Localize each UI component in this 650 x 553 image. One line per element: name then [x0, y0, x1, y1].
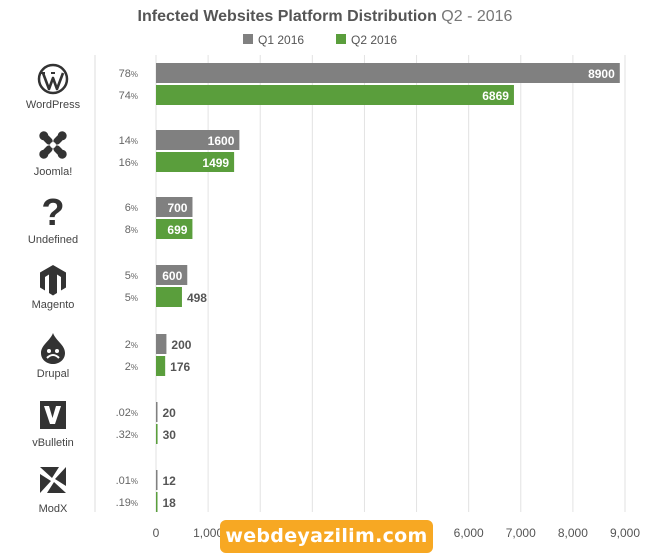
x-tick-label: 7,000: [506, 526, 536, 540]
x-tick-label: 8,000: [558, 526, 588, 540]
legend-swatch-q2: [336, 34, 346, 44]
platform-label-joomla: Joomla!: [34, 166, 73, 178]
bar-drupal-q2: [156, 356, 166, 376]
bar-drupal-q1: [156, 334, 167, 354]
x-tick-label: 1,000: [193, 526, 223, 540]
platform-label-wordpress: WordPress: [26, 99, 81, 111]
platform-label-modx: ModX: [39, 503, 68, 515]
data-label: 498: [187, 291, 207, 305]
bar-modx-q2: [156, 492, 158, 512]
data-label: 30: [163, 428, 177, 442]
chart-title-suffix: Q2 - 2016: [441, 8, 512, 25]
data-label: 1600: [208, 134, 235, 148]
svg-text:?: ?: [41, 192, 64, 234]
modx-icon: [40, 467, 66, 493]
percent-label: 8%: [125, 224, 138, 236]
bars: 8900 78% 6869 74% 1600 14% 1499 16% 700 6% 699 8% 60…: [116, 63, 620, 512]
platform-label-magento: Magento: [32, 299, 75, 311]
bar-magento-q1: [156, 265, 188, 285]
platform-label-undefined: Undefined: [28, 234, 78, 246]
percent-label: 2%: [125, 361, 138, 373]
bar-wordpress-q1: [156, 63, 620, 83]
bar-joomla-q1: [156, 130, 240, 150]
percent-label: 74%: [119, 90, 138, 102]
platform-icons: ?: [37, 63, 69, 493]
legend: Q1 2016 Q2 2016: [243, 33, 397, 47]
data-label: 200: [171, 338, 191, 352]
watermark-badge: webdeyazilim.com: [220, 520, 433, 553]
bar-undefined-q2: [156, 219, 193, 239]
percent-label: 2%: [125, 339, 138, 351]
data-label: 1499: [202, 156, 229, 170]
percent-label: 14%: [119, 135, 138, 147]
percent-label: 78%: [119, 68, 138, 80]
data-label: 600: [162, 269, 182, 283]
drupal-icon: [41, 333, 65, 364]
bar-vbulletin-q1: [156, 402, 158, 422]
percent-label: .02%: [116, 407, 138, 419]
bar-undefined-q1: [156, 197, 193, 217]
platform-label-drupal: Drupal: [37, 368, 69, 380]
x-tick-label: 9,000: [610, 526, 640, 540]
data-label: 20: [163, 406, 177, 420]
platform-labels: WordPress Joomla! Undefined Magento Drupal vB…: [26, 99, 81, 515]
data-label: 8900: [588, 67, 615, 81]
data-label: 700: [167, 201, 187, 215]
joomla-icon: [39, 131, 67, 159]
legend-label-q2: Q2 2016: [351, 33, 397, 47]
legend-swatch-q1: [243, 34, 253, 44]
vbulletin-icon: [40, 401, 66, 429]
bar-vbulletin-q2: [156, 424, 158, 444]
percent-label: 16%: [119, 157, 138, 169]
percent-label: .01%: [116, 475, 138, 487]
data-label: 18: [163, 496, 177, 510]
bar-joomla-q2: [156, 152, 235, 172]
data-label: 12: [163, 474, 177, 488]
data-label: 699: [167, 223, 187, 237]
percent-label: .19%: [116, 497, 138, 509]
wordpress-icon: [37, 63, 69, 95]
x-tick-label: 0: [153, 526, 160, 540]
percent-label: .32%: [116, 429, 138, 441]
bar-magento-q2: [156, 287, 182, 307]
bar-wordpress-q2: [156, 85, 514, 105]
grid: [155, 55, 626, 512]
data-label: 6869: [482, 89, 509, 103]
data-label: 176: [170, 360, 190, 374]
percent-label: 6%: [125, 202, 138, 214]
percent-label: 5%: [125, 292, 138, 304]
platform-label-vbulletin: vBulletin: [32, 437, 74, 449]
chart-title: Infected Websites Platform Distribution …: [138, 8, 513, 25]
chart-title-main: Infected Websites Platform Distribution: [138, 8, 437, 25]
magento-icon: [40, 265, 66, 296]
question-icon: ?: [41, 192, 64, 234]
bar-modx-q1: [156, 470, 158, 490]
legend-label-q1: Q1 2016: [258, 33, 304, 47]
percent-label: 5%: [125, 270, 138, 282]
x-tick-label: 6,000: [454, 526, 484, 540]
